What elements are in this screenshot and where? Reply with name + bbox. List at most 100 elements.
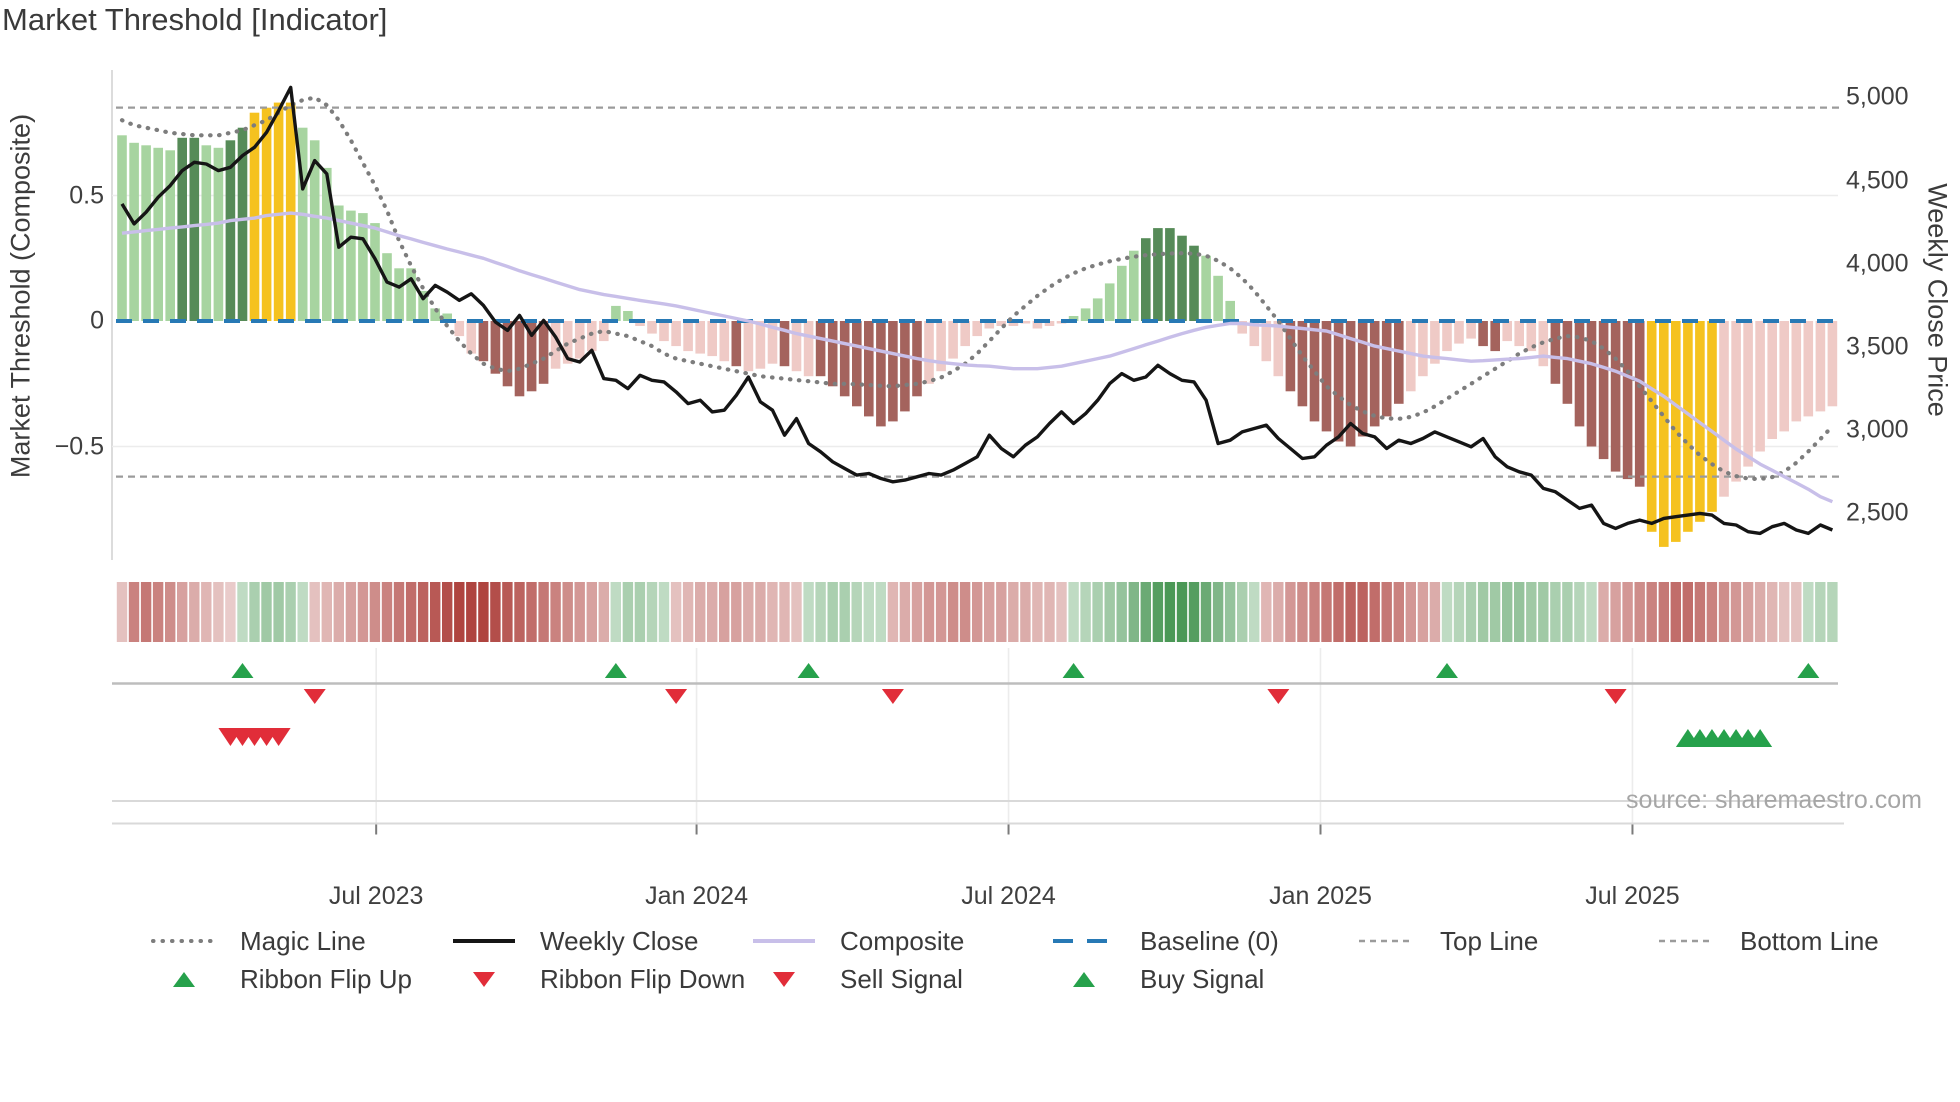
ribbon-stripe [1297, 582, 1308, 642]
composite-bar [1779, 321, 1789, 432]
buy-signal-marker [1748, 729, 1773, 747]
composite-bar [984, 321, 995, 329]
composite-bar [526, 321, 537, 392]
legend-label: Baseline (0) [1140, 925, 1279, 956]
ribbon-stripe [393, 582, 405, 642]
ribbon-stripe [1285, 582, 1296, 642]
ribbon-stripe [1273, 582, 1284, 642]
ribbon-stripe [670, 582, 682, 642]
ribbon-stripe [972, 582, 983, 642]
composite-bar [587, 321, 597, 352]
ribbon-stripe [1261, 582, 1272, 642]
ribbon-stripe [1754, 582, 1766, 642]
tri-down-icon [773, 972, 795, 987]
ribbon-flip-up-marker [1797, 663, 1820, 678]
composite-bar [1526, 321, 1537, 352]
ribbon-stripe [1393, 582, 1404, 642]
composite-bar [1297, 321, 1308, 407]
ribbon-stripe [755, 582, 766, 642]
line-sample-icon [453, 939, 515, 943]
ribbon-stripe [743, 582, 754, 642]
composite-bar [900, 321, 910, 412]
composite-bar [1273, 321, 1284, 377]
ribbon-stripe [887, 582, 899, 642]
composite-bar [1044, 321, 1055, 326]
composite-bar [864, 321, 874, 417]
ribbon-stripe [225, 582, 236, 642]
composite-bar [791, 321, 802, 372]
right-axis-tick-label: 3,500 [1846, 332, 1909, 361]
page-title: Market Threshold [Indicator] [2, 2, 388, 37]
ribbon-stripe [1453, 582, 1465, 642]
legend-label: Weekly Close [540, 925, 699, 956]
legend-item-weekly-close: Weekly Close [440, 926, 698, 956]
ribbon-stripe [405, 582, 417, 642]
ribbon-stripe [815, 582, 826, 642]
composite-bar [1309, 321, 1320, 422]
ribbon-stripe [984, 582, 995, 642]
composite-bar [623, 311, 633, 321]
composite-bar [1333, 321, 1344, 442]
magic-line [119, 95, 1835, 482]
ribbon-stripe [1212, 582, 1224, 642]
ribbon-stripe [1550, 582, 1561, 642]
composite-bar [1659, 321, 1669, 547]
legend-item-magic-line: Magic Line [140, 926, 366, 956]
legend-label: Bottom Line [1740, 925, 1879, 956]
composite-bar [466, 321, 477, 354]
ribbon-stripe [237, 582, 248, 642]
composite-bar [297, 127, 308, 321]
composite-bar [599, 321, 609, 342]
ribbon-flip-up-marker [1062, 663, 1085, 678]
x-axis-tick-label: Jul 2024 [961, 882, 1056, 910]
x-axis-tick-label: Jan 2024 [645, 882, 748, 910]
composite-bar [1020, 321, 1031, 324]
ribbon-stripe [1381, 582, 1392, 642]
line-sample-icon [1659, 939, 1709, 943]
left-axis-tick-label: 0.5 [69, 181, 104, 209]
composite-bar [1562, 321, 1573, 404]
ribbon-stripe [1140, 582, 1151, 642]
ribbon-stripe [369, 582, 381, 642]
legend-label: Ribbon Flip Down [540, 963, 746, 994]
ribbon-stripe [1815, 582, 1826, 642]
ribbon-stripe [851, 582, 862, 642]
ribbon-stripe [1333, 582, 1344, 642]
ribbon-stripe [442, 582, 453, 642]
ribbon-stripe [140, 582, 152, 642]
ribbon-stripe [586, 582, 597, 642]
composite-bar [430, 308, 440, 321]
line-sample-icon [1359, 939, 1409, 943]
composite-bar [1466, 321, 1476, 339]
ribbon-flip-down-marker [665, 689, 688, 704]
composite-bar [1454, 321, 1464, 344]
composite-bar [1671, 321, 1681, 542]
ribbon-stripe [152, 582, 164, 642]
ribbon-stripe [357, 582, 369, 642]
ribbon-stripe [935, 582, 947, 642]
ribbon-stripe [1779, 582, 1790, 642]
ribbon-stripe [1164, 582, 1176, 642]
ribbon-stripe [128, 582, 140, 642]
ribbon-stripe [249, 582, 260, 642]
ribbon-stripe [634, 582, 646, 642]
ribbon-stripe [947, 582, 959, 642]
composite-bar [960, 321, 970, 347]
composite-bar [478, 321, 489, 362]
tri-up-icon [173, 972, 195, 987]
ribbon-stripe [177, 582, 188, 642]
composite-bar [454, 321, 465, 337]
legend-label: Top Line [1440, 925, 1539, 956]
composite-bar [1249, 321, 1260, 347]
ribbon-stripe [1538, 582, 1549, 642]
ribbon-stripe [839, 582, 850, 642]
composite-bar [225, 140, 236, 321]
ribbon-stripe [1477, 582, 1489, 642]
composite-bar [141, 145, 151, 321]
composite-bar [1442, 321, 1452, 352]
composite-bar [1622, 321, 1633, 480]
x-axis-tick-label: Jul 2025 [1585, 882, 1680, 910]
composite-bar [189, 137, 200, 321]
composite-bar [1117, 265, 1127, 321]
